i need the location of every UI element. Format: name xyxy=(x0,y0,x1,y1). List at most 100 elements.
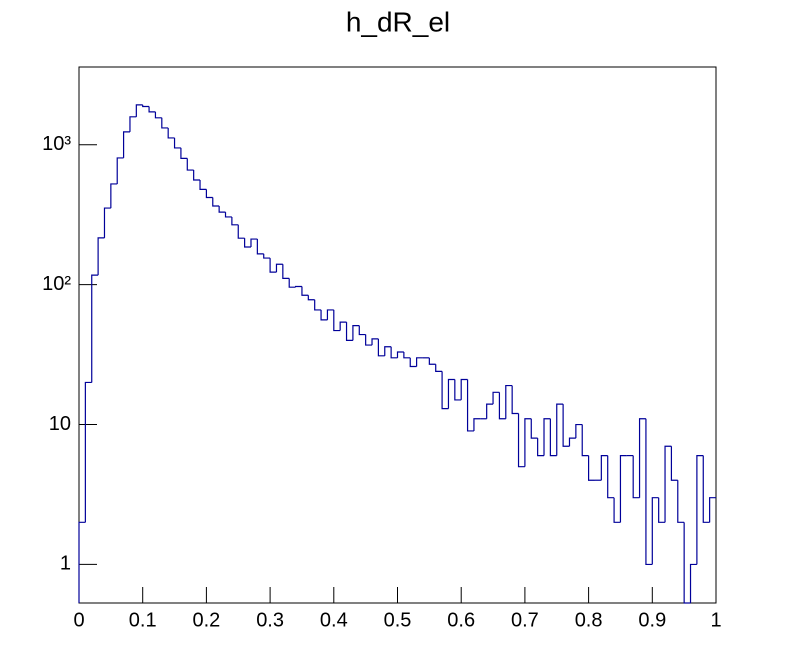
bar xyxy=(320,309,328,321)
bar xyxy=(632,455,640,499)
bar xyxy=(696,454,704,565)
bar xyxy=(377,338,385,357)
bar xyxy=(237,224,245,239)
chart-title: h_dR_el xyxy=(346,6,450,37)
bar xyxy=(568,437,576,447)
bar xyxy=(409,357,417,368)
bar xyxy=(466,379,474,432)
bar xyxy=(161,117,169,129)
bar xyxy=(135,104,143,117)
bar xyxy=(486,403,494,419)
bar xyxy=(517,413,525,468)
bar xyxy=(600,454,608,481)
bar xyxy=(537,438,545,457)
bar xyxy=(103,207,111,238)
bar xyxy=(562,404,570,447)
bar xyxy=(358,325,366,336)
x-tick-label: 0.2 xyxy=(192,609,220,631)
bar xyxy=(218,206,226,213)
bar xyxy=(84,381,92,523)
bar xyxy=(275,263,283,273)
bar xyxy=(460,378,468,400)
bar xyxy=(530,418,538,439)
x-tick-label: 0 xyxy=(73,609,84,631)
bar xyxy=(212,197,220,207)
bar xyxy=(473,418,481,431)
bar xyxy=(301,286,309,296)
bar xyxy=(122,131,130,158)
bar xyxy=(129,116,137,132)
bar xyxy=(390,346,398,359)
bar xyxy=(447,378,455,409)
y-tick-label: 10 xyxy=(49,413,71,435)
bar xyxy=(282,264,290,279)
bar xyxy=(154,111,162,119)
bar xyxy=(263,253,271,259)
bar xyxy=(403,352,411,359)
bar xyxy=(689,563,697,603)
x-tick-label: 0.8 xyxy=(575,609,603,631)
y-tick-label: 10³ xyxy=(42,133,71,155)
bar xyxy=(345,322,353,341)
bar xyxy=(116,157,124,184)
bar xyxy=(396,351,404,358)
bar xyxy=(658,497,666,523)
bar xyxy=(511,385,519,415)
bar xyxy=(333,309,341,332)
bar xyxy=(416,357,423,367)
bar xyxy=(180,147,188,159)
bar xyxy=(193,170,201,181)
bar xyxy=(498,392,506,420)
bar xyxy=(702,455,710,523)
bar xyxy=(645,418,653,566)
bar xyxy=(543,418,551,456)
bar xyxy=(607,455,615,499)
x-tick-label: 0.4 xyxy=(320,609,348,631)
bar xyxy=(664,445,672,523)
bar xyxy=(142,104,150,108)
y-tick-label: 10² xyxy=(42,273,71,295)
bar xyxy=(352,324,360,341)
y-tick-label: 1 xyxy=(60,553,71,575)
bar xyxy=(549,418,557,457)
bar xyxy=(638,418,646,498)
bar xyxy=(339,321,347,331)
bar xyxy=(651,497,659,565)
bar xyxy=(186,158,194,171)
bar xyxy=(231,216,239,226)
bar xyxy=(441,371,449,410)
bar xyxy=(314,299,322,311)
bar xyxy=(556,403,564,456)
bar xyxy=(575,423,583,439)
bar xyxy=(677,480,685,523)
bar xyxy=(78,521,86,603)
bar xyxy=(581,424,589,457)
bar xyxy=(224,212,232,218)
bar xyxy=(199,180,207,190)
bar xyxy=(454,379,462,401)
bar xyxy=(683,522,691,604)
x-tick-label: 0.3 xyxy=(256,609,284,631)
bar xyxy=(371,338,379,346)
bar xyxy=(428,357,436,365)
bar xyxy=(288,278,296,288)
bar xyxy=(110,183,118,209)
bar xyxy=(365,334,373,346)
x-tick-label: 1 xyxy=(710,609,721,631)
bar xyxy=(91,274,99,383)
bar xyxy=(524,418,532,467)
x-tick-label: 0.1 xyxy=(129,609,157,631)
bar xyxy=(613,497,621,523)
bar xyxy=(244,238,251,248)
bar xyxy=(256,239,264,255)
bar xyxy=(269,258,277,273)
bar xyxy=(670,446,678,481)
x-tick-label: 0.6 xyxy=(447,609,475,631)
x-tick-label: 0.5 xyxy=(384,609,412,631)
bar xyxy=(435,364,443,372)
bar xyxy=(619,454,627,523)
bar xyxy=(492,391,500,405)
bar xyxy=(97,237,105,276)
